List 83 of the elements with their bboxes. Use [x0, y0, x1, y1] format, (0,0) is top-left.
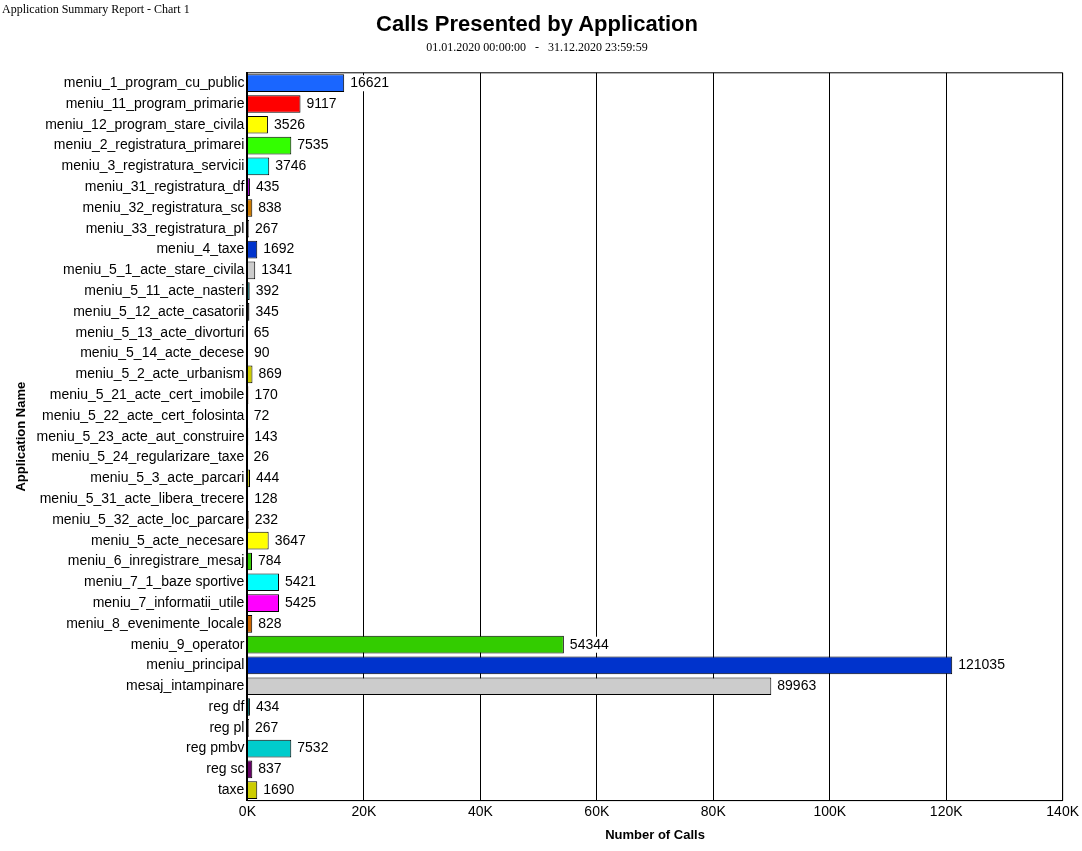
data-label: 16621 — [350, 74, 390, 91]
x-tick-label: 60K — [584, 802, 610, 819]
data-label: 143 — [254, 427, 278, 444]
y-tick-label: meniu_8_evenimente_locale — [66, 614, 245, 631]
data-label: 90 — [253, 344, 270, 361]
data-label: 838 — [258, 198, 282, 215]
data-label: 3647 — [274, 531, 307, 548]
data-label: 89963 — [777, 677, 817, 694]
x-tick-label: 120K — [929, 802, 964, 819]
data-label: 267 — [254, 219, 279, 236]
data-label: 170 — [254, 385, 278, 402]
y-tick-label: meniu_5_acte_necesare — [91, 531, 245, 548]
x-tick-label: 40K — [467, 802, 494, 819]
y-tick-label: meniu_5_13_acte_divorturi — [75, 323, 245, 340]
data-label: 434 — [255, 697, 280, 714]
y-tick-label: meniu_7_1_baze sportive — [84, 573, 245, 590]
data-label: 72 — [253, 406, 270, 423]
y-tick-label: meniu_5_22_acte_cert_folosinta — [42, 406, 245, 423]
data-label: 345 — [255, 302, 279, 319]
y-tick-label: meniu_5_12_acte_casatorii — [73, 302, 245, 319]
y-tick-label: meniu_5_1_acte_stare_civila — [63, 261, 245, 278]
x-tick-label: 20K — [351, 802, 377, 819]
data-label: 9117 — [306, 94, 337, 111]
data-label: 444 — [256, 469, 280, 486]
y-tick-label: meniu_33_registratura_pl — [85, 219, 245, 236]
y-tick-label: reg sc — [206, 760, 245, 777]
y-tick-label: meniu_5_2_acte_urbanism — [75, 365, 245, 382]
y-tick-label: reg pmbv — [186, 739, 245, 756]
chart-subtitle: 01.01.2020 00:00:00 - 31.12.2020 23:59:59 — [426, 39, 648, 54]
chart-title: Calls Presented by Application — [376, 11, 698, 37]
y-tick-label: meniu_3_registratura_servicii — [61, 157, 245, 174]
y-axis-title: Application Name — [13, 381, 29, 492]
y-tick-label: meniu_1_program_cu_public — [63, 74, 245, 91]
data-label: 7532 — [297, 739, 329, 756]
y-tick-label: meniu_5_23_acte_aut_construire — [36, 427, 245, 444]
data-label: 1341 — [261, 261, 293, 278]
data-label: 869 — [258, 365, 283, 382]
y-tick-label: meniu_5_14_acte_decese — [80, 344, 245, 361]
y-tick-label: meniu_5_3_acte_parcari — [90, 469, 245, 486]
data-label: 392 — [255, 282, 280, 298]
text: Application Summary Report - Chart 1 — [2, 2, 190, 17]
x-axis-title: Number of Calls — [605, 826, 705, 842]
data-label: 3746 — [275, 157, 307, 174]
y-tick-label: meniu_6_inregistrare_mesaj — [67, 552, 245, 569]
data-label: 828 — [258, 614, 282, 631]
y-tick-label: meniu_5_32_acte_loc_parcare — [52, 510, 245, 527]
data-label: 784 — [257, 552, 282, 569]
y-tick-label: meniu_7_informatii_utile — [92, 593, 245, 610]
y-tick-label: meniu_31_registratura_df — [84, 178, 245, 195]
data-label: 128 — [254, 489, 278, 506]
data-label: 1690 — [263, 781, 295, 798]
y-tick-label: meniu_9_operator — [130, 635, 245, 652]
y-tick-label: meniu_2_registratura_primarei — [53, 136, 245, 153]
y-tick-label: meniu_11_program_primarie — [65, 94, 245, 111]
y-tick-label: reg pl — [209, 718, 245, 735]
data-label: 54344 — [569, 635, 610, 652]
y-tick-label: reg df — [208, 697, 245, 714]
data-label: 435 — [255, 178, 280, 195]
x-tick-label: 140K — [1046, 802, 1080, 819]
data-label: 267 — [254, 718, 279, 735]
data-label: 3526 — [273, 115, 306, 132]
y-tick-label: mesaj_intampinare — [126, 677, 245, 694]
data-label: 1692 — [263, 240, 295, 257]
y-tick-label: meniu_principal — [146, 656, 245, 673]
y-tick-label: meniu_5_31_acte_libera_trecere — [39, 489, 245, 506]
y-tick-label: meniu_4_taxe — [156, 240, 245, 257]
y-tick-label: meniu_32_registratura_sc — [82, 198, 245, 215]
data-label: 121035 — [958, 656, 1006, 673]
data-label: 5421 — [284, 573, 317, 590]
data-label: 65 — [253, 323, 270, 340]
data-label: 26 — [253, 448, 270, 465]
y-tick-label: meniu_5_21_acte_cert_imobile — [49, 385, 245, 402]
data-label: 7535 — [297, 136, 329, 153]
y-tick-label: meniu_12_program_stare_civila — [45, 115, 245, 132]
data-label: 837 — [258, 760, 282, 777]
x-tick-label: 100K — [813, 802, 847, 819]
y-tick-label: meniu_5_11_acte_nasteri — [84, 282, 245, 298]
x-tick-label: 80K — [700, 802, 727, 819]
y-tick-label: taxe — [217, 781, 245, 798]
data-label: 232 — [254, 510, 279, 527]
data-label: 5425 — [285, 593, 317, 610]
x-tick-label: 0K — [238, 802, 257, 819]
y-tick-label: meniu_5_24_regularizare_taxe — [51, 448, 245, 465]
